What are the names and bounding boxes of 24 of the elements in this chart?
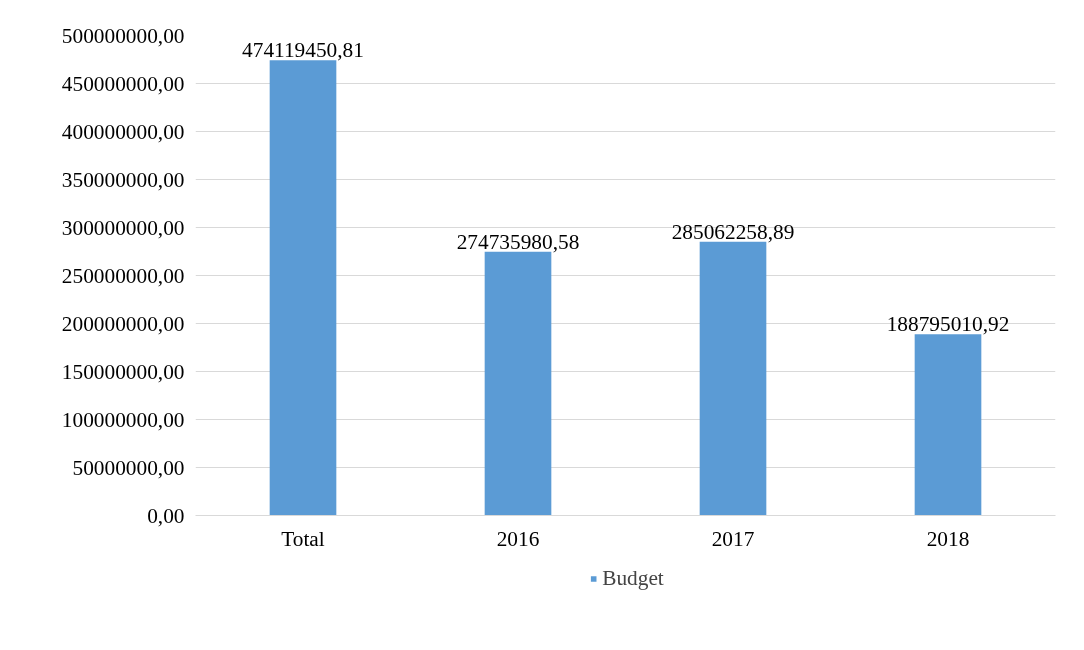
- x-tick-label: 2016: [496, 526, 540, 551]
- y-tick-label: 100000000,00: [61, 407, 185, 432]
- data-label: 274735980,58: [456, 229, 580, 254]
- data-label: 188795010,92: [886, 312, 1010, 337]
- y-tick-label: 0,00: [147, 503, 185, 528]
- y-tick-label: 350000000,00: [61, 167, 185, 192]
- y-tick-label: 400000000,00: [61, 119, 185, 144]
- y-tick-label: 250000000,00: [61, 263, 185, 288]
- x-tick-label: 2018: [926, 526, 970, 551]
- x-tick-label: 2017: [711, 526, 755, 551]
- bar: [269, 60, 337, 516]
- legend-label: Budget: [602, 565, 664, 591]
- y-tick-label: 300000000,00: [61, 215, 185, 240]
- bar: [914, 334, 982, 516]
- y-tick-label: 450000000,00: [61, 71, 185, 96]
- bar: [699, 241, 767, 516]
- data-label: 474119450,81: [242, 38, 364, 63]
- bar: [484, 251, 552, 516]
- y-tick-label: 200000000,00: [61, 311, 185, 336]
- data-label: 285062258,89: [671, 219, 795, 244]
- x-tick-label: Total: [281, 526, 325, 551]
- y-tick-label: 50000000,00: [72, 455, 185, 480]
- y-tick-label: 150000000,00: [61, 359, 185, 384]
- y-tick-label: 500000000,00: [61, 23, 185, 48]
